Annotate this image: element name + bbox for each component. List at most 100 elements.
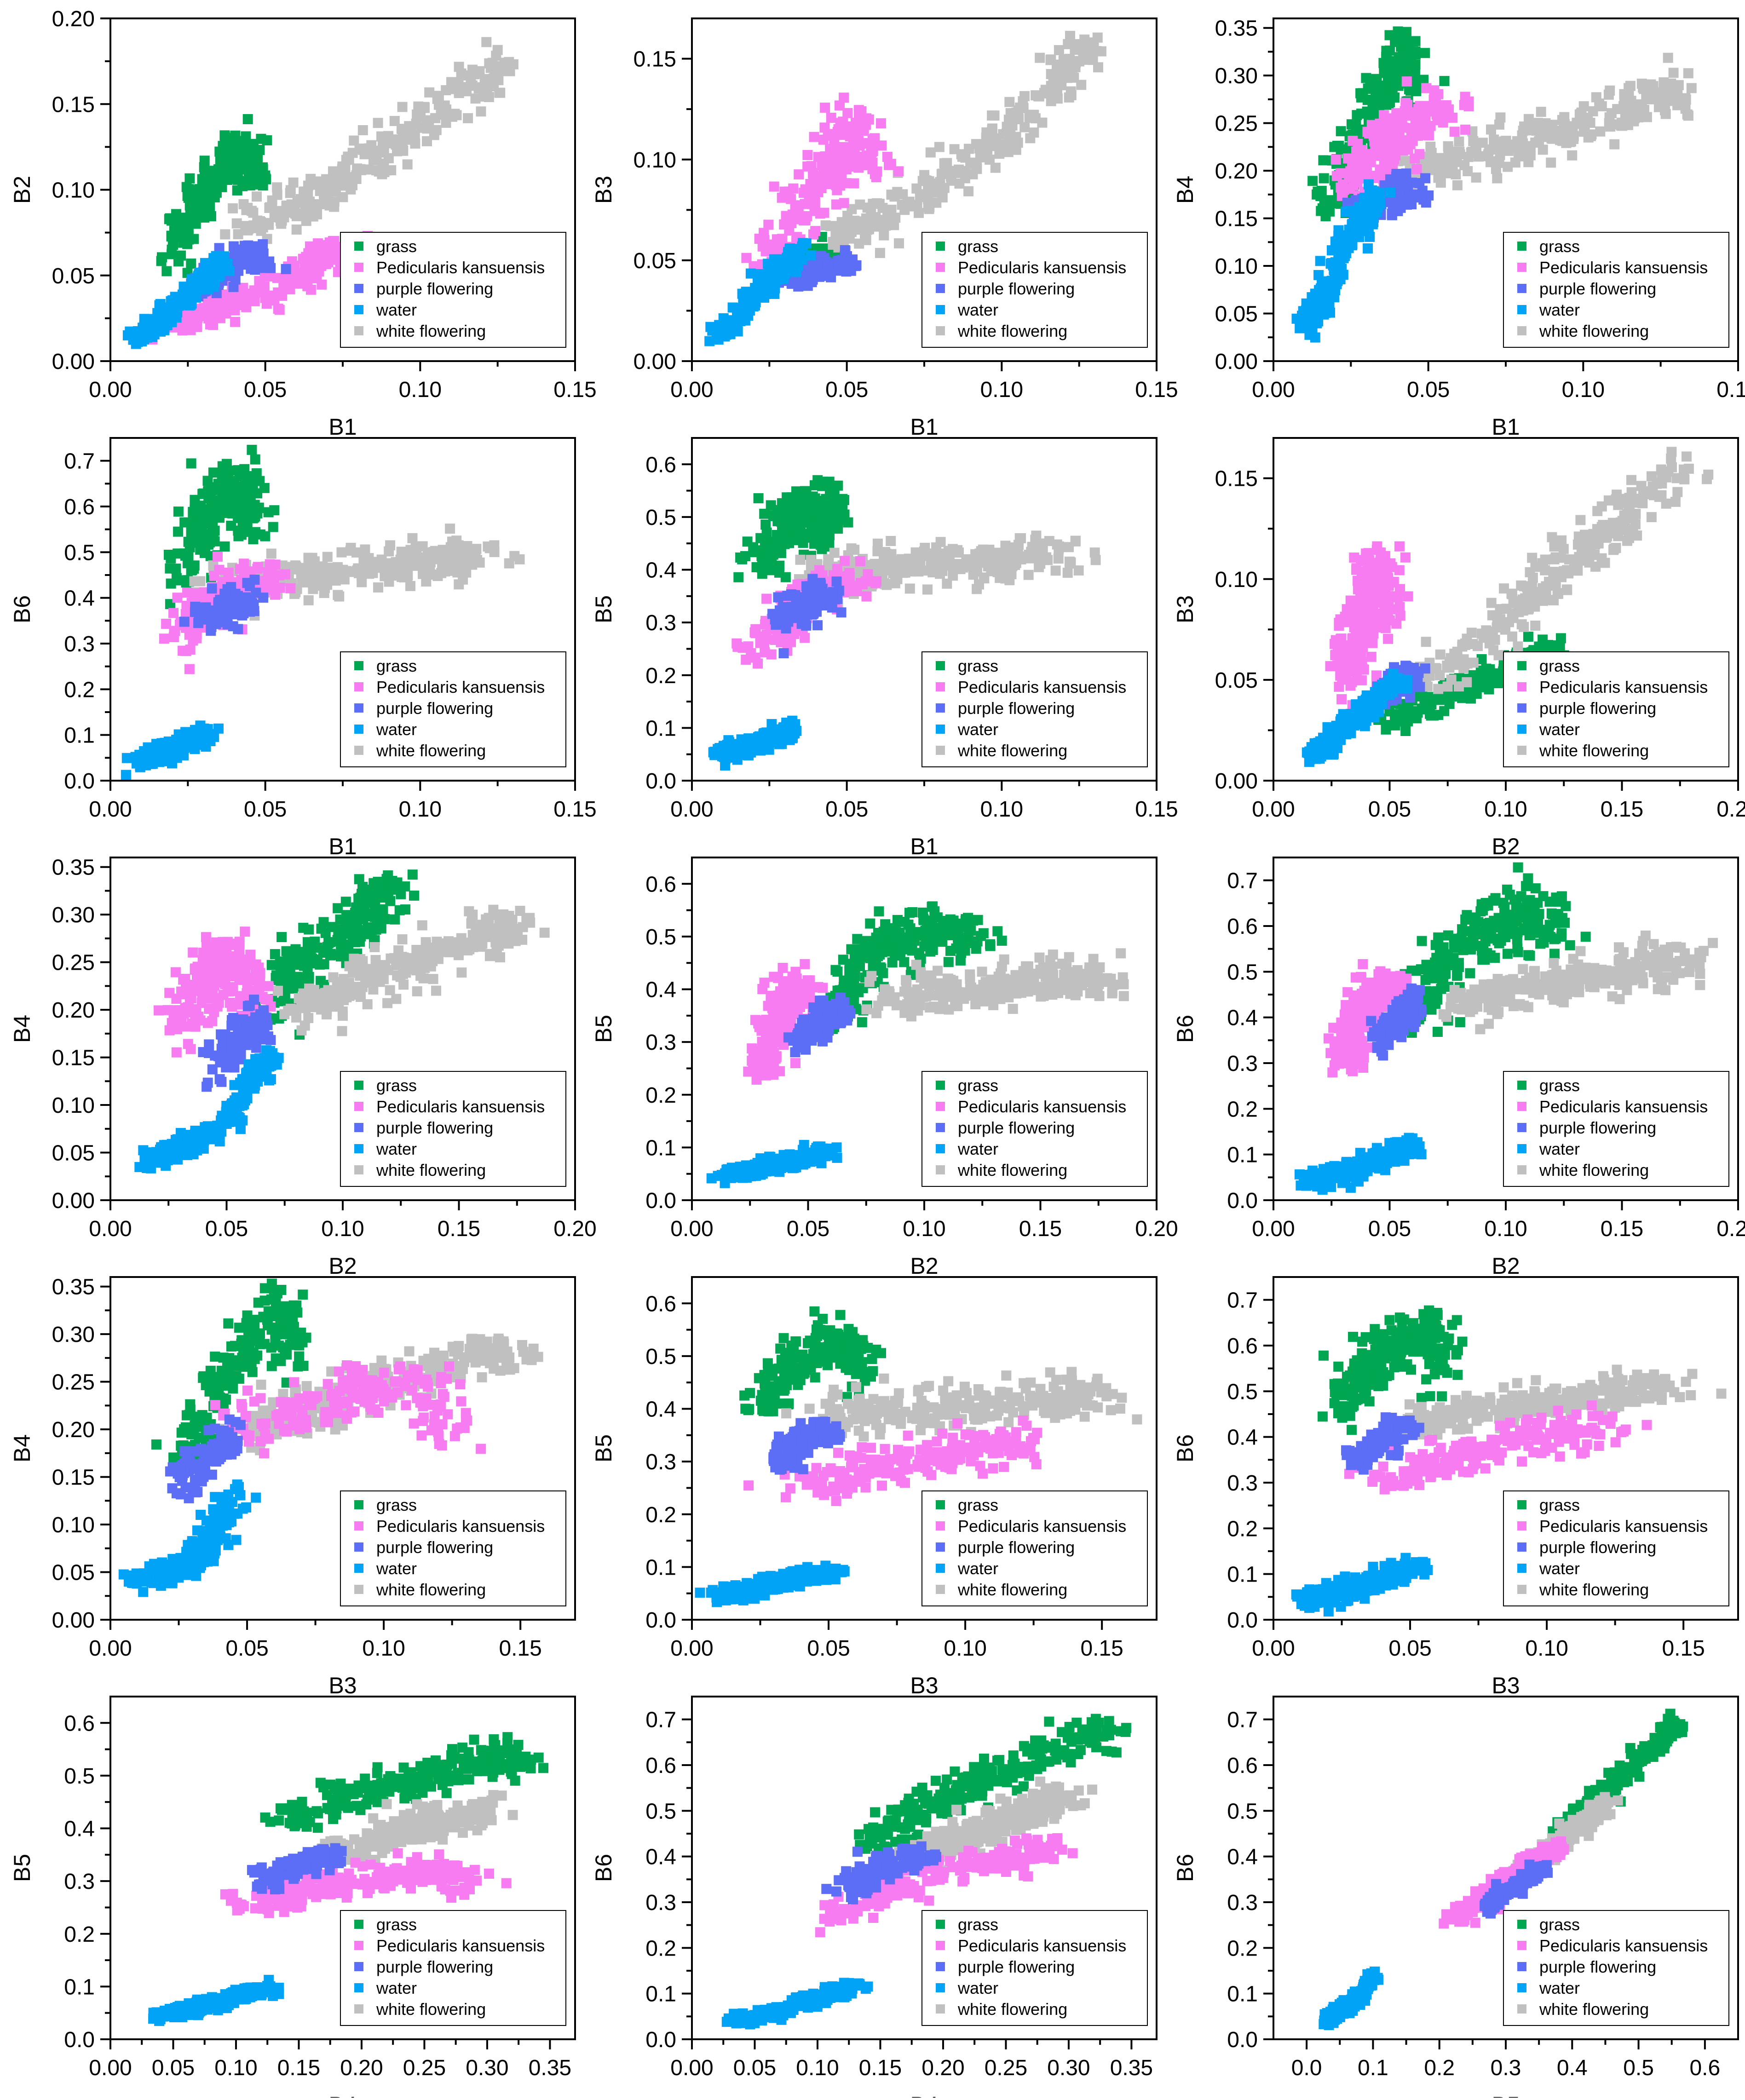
data-point <box>1440 76 1450 86</box>
data-point <box>305 252 315 262</box>
data-point <box>733 572 743 582</box>
legend-label: Pedicularis kansuensis <box>958 258 1126 277</box>
data-point <box>777 254 787 265</box>
y-tick-label: 0.2 <box>645 664 676 688</box>
data-point <box>987 125 997 135</box>
data-point <box>243 224 253 234</box>
data-point <box>1348 219 1358 229</box>
data-point <box>1459 100 1469 110</box>
legend-swatch <box>936 725 945 734</box>
data-point <box>267 574 277 584</box>
data-point <box>246 162 256 173</box>
data-point <box>203 305 213 315</box>
data-point <box>225 503 235 513</box>
data-point <box>746 742 756 752</box>
data-point <box>1393 136 1403 146</box>
data-point <box>292 211 302 221</box>
data-point <box>509 551 519 561</box>
data-point <box>489 74 499 84</box>
data-point <box>184 664 195 674</box>
data-point <box>293 276 303 286</box>
data-point <box>373 118 383 128</box>
data-point <box>1364 209 1374 219</box>
data-point <box>1683 68 1693 78</box>
data-point <box>876 118 886 128</box>
data-point <box>1538 144 1548 155</box>
data-point <box>1007 569 1017 579</box>
data-point <box>254 145 265 155</box>
data-point <box>1605 112 1615 122</box>
data-point <box>1016 552 1026 562</box>
y-axis-label: B4 <box>1172 176 1198 204</box>
y-axis-label: B3 <box>591 176 616 204</box>
legend-swatch <box>354 746 363 755</box>
data-point <box>1348 155 1358 165</box>
data-point <box>1340 251 1350 261</box>
data-point <box>234 145 244 155</box>
data-point <box>206 317 216 328</box>
data-point <box>1311 310 1321 320</box>
data-point <box>252 191 262 201</box>
legend-label: purple flowering <box>1539 279 1656 298</box>
data-point <box>311 273 321 283</box>
data-point <box>252 508 262 518</box>
data-point <box>857 221 867 231</box>
data-point <box>1687 83 1697 93</box>
data-point <box>748 542 758 552</box>
data-point <box>1019 103 1029 113</box>
scatter-panel-6: 0.000.050.100.150.200.000.050.100.15B2B3… <box>1172 438 1745 859</box>
data-point <box>1330 266 1340 276</box>
y-tick-label: 0.20 <box>1215 159 1258 184</box>
data-point <box>827 603 837 613</box>
data-point <box>1492 173 1502 184</box>
data-point <box>346 543 356 553</box>
data-point <box>769 182 779 192</box>
data-point <box>202 191 212 201</box>
data-point <box>842 220 852 230</box>
data-point <box>411 550 421 560</box>
data-point <box>225 163 236 173</box>
data-point <box>1620 95 1630 105</box>
data-point <box>875 248 885 258</box>
data-point <box>934 142 944 152</box>
data-point <box>1391 201 1401 211</box>
data-point <box>845 127 855 138</box>
legend-swatch <box>1517 305 1526 314</box>
data-point <box>1370 74 1380 84</box>
data-point <box>265 263 276 273</box>
data-point <box>208 467 219 478</box>
data-point <box>842 211 852 221</box>
data-point <box>471 93 481 104</box>
data-point <box>1385 187 1395 197</box>
data-point <box>868 136 878 146</box>
legend-swatch <box>354 725 363 734</box>
data-point <box>730 320 740 330</box>
y-tick-label: 0.1 <box>64 724 95 748</box>
data-point <box>1548 134 1558 144</box>
data-point <box>832 576 842 587</box>
data-point <box>173 593 183 603</box>
data-point <box>922 585 933 595</box>
x-tick-label: 0.00 <box>670 378 713 402</box>
data-point <box>481 37 491 47</box>
data-point <box>197 525 207 535</box>
data-point <box>250 288 260 298</box>
data-point <box>1455 150 1465 160</box>
data-point <box>1518 150 1528 160</box>
y-tick-label: 0.35 <box>1215 17 1258 41</box>
data-point <box>179 282 189 292</box>
data-point <box>203 540 213 550</box>
y-tick-label: 0.00 <box>1215 350 1258 374</box>
legend-swatch <box>936 746 945 755</box>
data-point <box>206 616 216 627</box>
data-point <box>777 739 787 749</box>
data-point <box>1646 80 1656 90</box>
data-point <box>312 209 322 219</box>
data-point <box>235 595 245 605</box>
data-point <box>1420 48 1430 58</box>
data-point <box>179 750 189 760</box>
data-point <box>804 500 814 510</box>
data-point <box>1064 92 1074 103</box>
data-point <box>1352 110 1362 120</box>
